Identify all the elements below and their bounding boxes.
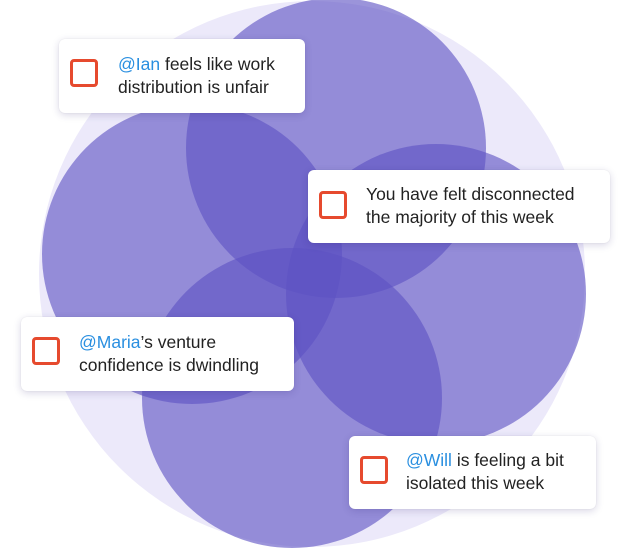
mention-will[interactable]: @Will: [406, 450, 452, 470]
mention-maria[interactable]: @Maria: [79, 332, 141, 352]
insight-card-maria: @Maria’s venture confidence is dwindling: [21, 317, 294, 391]
insight-text-ian: @Ian feels like work distribution is unf…: [118, 54, 275, 97]
checkbox-you[interactable]: [319, 191, 347, 219]
checkbox-will[interactable]: [360, 456, 388, 484]
mention-ian[interactable]: @Ian: [118, 54, 161, 74]
insight-card-will: @Will is feeling a bit isolated this wee…: [349, 436, 596, 509]
insight-text-you: You have felt disconnected the majority …: [366, 184, 575, 227]
checkbox-ian[interactable]: [70, 59, 98, 87]
insight-card-ian: @Ian feels like work distribution is unf…: [59, 39, 305, 113]
checkbox-maria[interactable]: [32, 337, 60, 365]
insight-card-you: You have felt disconnected the majority …: [308, 170, 610, 243]
insight-text-will: @Will is feeling a bit isolated this wee…: [406, 450, 564, 493]
insight-text-maria: @Maria’s venture confidence is dwindling: [79, 332, 259, 375]
